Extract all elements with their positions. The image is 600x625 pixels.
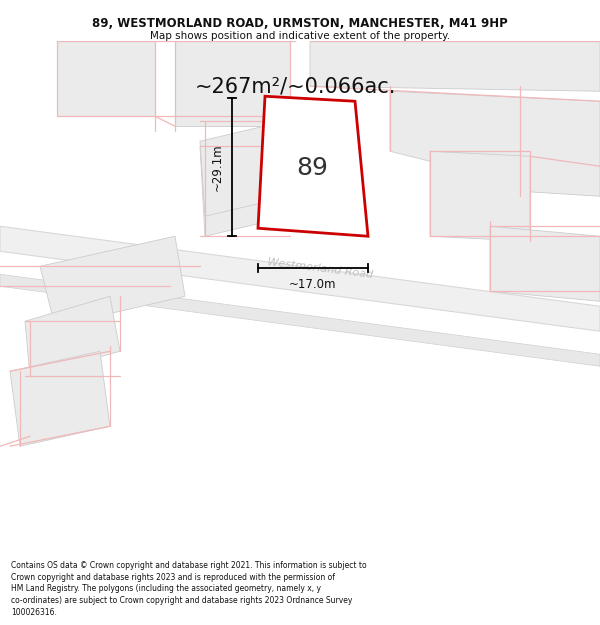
Polygon shape: [0, 226, 600, 331]
Text: co-ordinates) are subject to Crown copyright and database rights 2023 Ordnance S: co-ordinates) are subject to Crown copyr…: [11, 596, 352, 605]
Polygon shape: [490, 226, 600, 301]
Text: ~29.1m: ~29.1m: [211, 143, 224, 191]
Polygon shape: [10, 351, 110, 446]
Polygon shape: [25, 296, 120, 376]
Polygon shape: [390, 91, 600, 196]
Polygon shape: [57, 41, 155, 116]
Polygon shape: [310, 41, 600, 91]
Text: 89: 89: [296, 156, 328, 180]
Text: Westmorland Road: Westmorland Road: [266, 257, 373, 280]
Polygon shape: [175, 41, 290, 126]
Text: 89, WESTMORLAND ROAD, URMSTON, MANCHESTER, M41 9HP: 89, WESTMORLAND ROAD, URMSTON, MANCHESTE…: [92, 18, 508, 30]
Text: Map shows position and indicative extent of the property.: Map shows position and indicative extent…: [150, 31, 450, 41]
Polygon shape: [258, 96, 368, 236]
Text: Crown copyright and database rights 2023 and is reproduced with the permission o: Crown copyright and database rights 2023…: [11, 572, 335, 581]
Polygon shape: [40, 236, 185, 326]
Polygon shape: [430, 151, 530, 241]
Text: ~267m²/~0.066ac.: ~267m²/~0.066ac.: [194, 76, 395, 96]
Polygon shape: [200, 121, 290, 216]
Text: 100026316.: 100026316.: [11, 608, 56, 617]
Text: Contains OS data © Crown copyright and database right 2021. This information is : Contains OS data © Crown copyright and d…: [11, 561, 367, 569]
Polygon shape: [200, 126, 290, 236]
Text: HM Land Registry. The polygons (including the associated geometry, namely x, y: HM Land Registry. The polygons (includin…: [11, 584, 321, 593]
Polygon shape: [0, 274, 600, 366]
Text: ~17.0m: ~17.0m: [289, 278, 337, 291]
